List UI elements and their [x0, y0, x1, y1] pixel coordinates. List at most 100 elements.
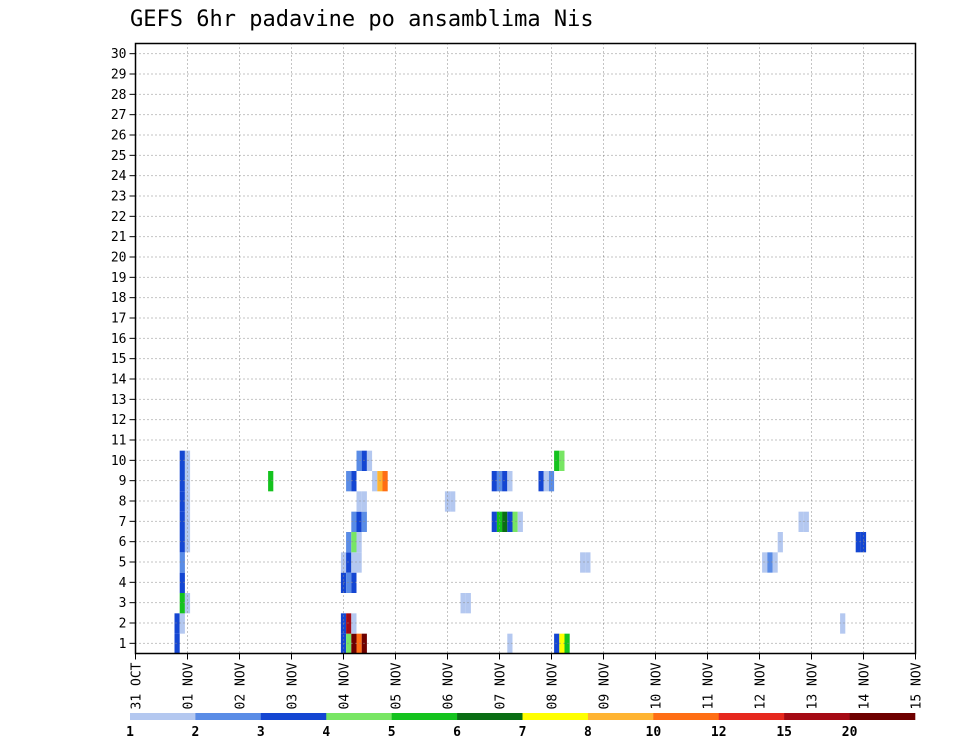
- heatmap-cell: [174, 633, 180, 654]
- x-tick-label: 11 NOV: [702, 662, 717, 709]
- y-tick-label: 7: [119, 515, 127, 530]
- x-tick-label: 04 NOV: [338, 662, 353, 709]
- legend-swatch: [260, 713, 327, 720]
- x-tick-label: 15 NOV: [910, 662, 925, 709]
- x-tick-label: 14 NOV: [858, 662, 873, 709]
- heatmap-cell: [356, 511, 362, 532]
- heatmap-cell: [507, 471, 513, 492]
- x-tick-label: 02 NOV: [234, 662, 249, 709]
- y-tick-label: 8: [119, 495, 127, 510]
- heatmap-cell: [351, 511, 357, 532]
- y-tick-label: 28: [111, 88, 127, 103]
- legend-label: 10: [646, 725, 662, 740]
- y-tick-label: 27: [111, 108, 127, 123]
- heatmap-cell: [351, 532, 357, 553]
- heatmap-cell: [517, 511, 523, 532]
- y-tick-label: 15: [111, 352, 127, 367]
- legend-swatch: [718, 713, 785, 720]
- y-tick-label: 17: [111, 312, 127, 327]
- heatmap-cell: [496, 511, 503, 532]
- x-tick-label: 07 NOV: [494, 662, 509, 709]
- y-tick-label: 16: [111, 332, 127, 347]
- y-tick-label: 29: [111, 68, 127, 83]
- heatmap-cell: [184, 511, 191, 532]
- heatmap-cell: [554, 633, 560, 654]
- y-tick-label: 10: [111, 454, 127, 469]
- legend-swatch: [784, 713, 850, 720]
- y-tick-label: 23: [111, 190, 127, 205]
- heatmap-cell: [351, 572, 357, 593]
- heatmap-cell: [554, 450, 560, 471]
- legend-label: 6: [453, 725, 461, 740]
- heatmap-cell: [184, 450, 191, 471]
- legend-label: 4: [322, 725, 330, 740]
- heatmap-cell: [361, 450, 367, 471]
- x-tick-label: 13 NOV: [806, 662, 821, 709]
- y-tick-label: 1: [119, 637, 127, 652]
- legend-swatch: [391, 713, 458, 720]
- y-tick-label: 24: [111, 169, 127, 184]
- heatmap-cell: [179, 450, 185, 471]
- heatmap-cell: [268, 471, 274, 492]
- legend-swatch: [522, 713, 589, 720]
- heatmap-cell: [543, 471, 549, 492]
- heatmap-cell: [559, 633, 565, 654]
- heatmap-cell: [179, 491, 185, 512]
- legend-label: 12: [711, 725, 727, 740]
- heatmap-cell: [356, 633, 362, 654]
- heatmap-cell: [491, 511, 497, 532]
- legend-label: 7: [519, 725, 527, 740]
- heatmap-cell: [382, 471, 388, 492]
- heatmap-cell: [538, 471, 544, 492]
- heatmap-cell: [840, 613, 846, 634]
- legend-swatch: [587, 713, 654, 720]
- y-tick-label: 19: [111, 271, 127, 286]
- heatmap-cell: [460, 593, 466, 614]
- heatmap-cell: [450, 491, 456, 512]
- heatmap-cell: [507, 633, 513, 654]
- x-tick-label: 03 NOV: [286, 662, 301, 709]
- grid-lines: [135, 43, 916, 654]
- heatmap-cell: [356, 450, 362, 471]
- heatmap-cell: [491, 471, 497, 492]
- heatmap-cell: [346, 532, 352, 553]
- y-tick-label: 12: [111, 413, 127, 428]
- y-tick-label: 5: [119, 556, 127, 571]
- heatmap-cell: [179, 552, 185, 573]
- legend-swatch: [130, 713, 196, 720]
- heatmap-cell: [346, 613, 352, 634]
- legend-swatch: [653, 713, 720, 720]
- legend: 1 2 3 4 5 6 7 8 10 12 15 20: [126, 713, 916, 740]
- heatmap-cell: [559, 450, 565, 471]
- plot-frame: [134, 42, 917, 655]
- y-tick-label: 21: [111, 230, 127, 245]
- y-tick-label: 4: [119, 576, 127, 591]
- heatmap-cell: [346, 471, 352, 492]
- legend-swatch: [849, 713, 916, 720]
- y-tick-label: 3: [119, 596, 127, 611]
- x-tick-label: 12 NOV: [754, 662, 769, 709]
- heatmap-cell: [502, 511, 508, 532]
- heatmap-cell: [356, 491, 362, 512]
- legend-swatch: [326, 713, 392, 720]
- heatmap-cell: [372, 471, 378, 492]
- x-tick-label: 09 NOV: [598, 662, 613, 709]
- y-tick-label: 20: [111, 251, 127, 266]
- y-tick-label: 9: [119, 474, 127, 489]
- legend-swatch: [457, 713, 523, 720]
- heatmap-cell: [351, 552, 357, 573]
- y-tick-label: 30: [111, 47, 127, 62]
- heatmap-cell: [798, 511, 804, 532]
- heatmap-cell: [351, 633, 357, 654]
- heatmap-cell: [356, 532, 362, 553]
- heatmap-cell: [346, 633, 352, 654]
- heatmap-cell: [340, 572, 347, 593]
- heatmap-cell: [772, 552, 778, 573]
- x-tick-label: 08 NOV: [546, 662, 561, 709]
- y-axis: 1234567891011121314151617181920212223242…: [111, 47, 136, 652]
- heatmap-cell: [762, 552, 768, 573]
- heatmap-cell: [366, 450, 373, 471]
- x-axis: 31 OCT 01 NOV 02 NOV 03 NOV 04 NOV 05 NOV 06 N…: [130, 653, 925, 709]
- y-tick-label: 13: [111, 393, 127, 408]
- heatmap-cell: [346, 572, 352, 593]
